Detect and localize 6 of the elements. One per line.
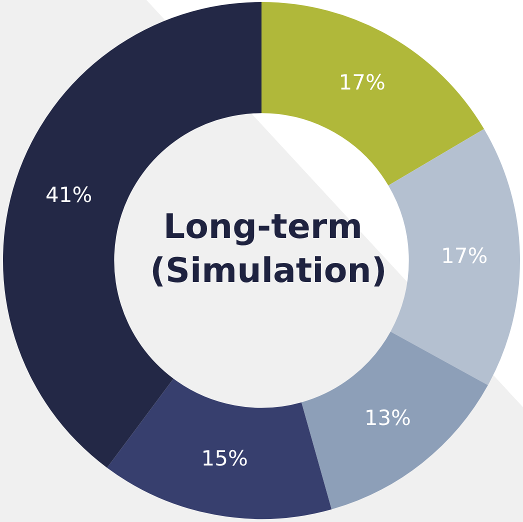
data-label: 41% bbox=[46, 183, 92, 208]
data-label: 17% bbox=[338, 70, 386, 95]
data-label: 17% bbox=[441, 244, 488, 268]
data-label: 15% bbox=[201, 446, 248, 470]
data-label: 13% bbox=[364, 406, 412, 430]
text: Long-term (Simulation) bbox=[150, 206, 387, 293]
